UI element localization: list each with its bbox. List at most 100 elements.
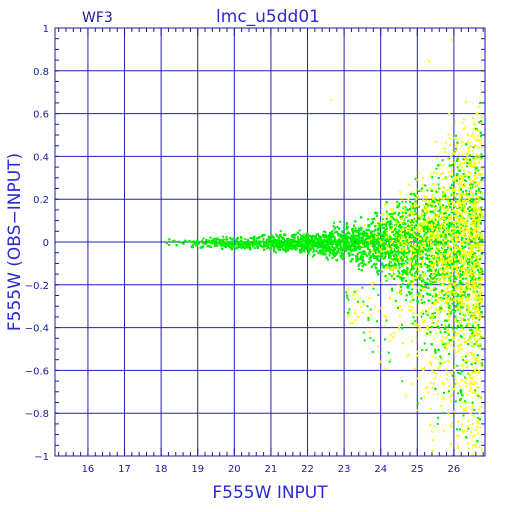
green-point: [345, 222, 348, 224]
green-point: [437, 271, 440, 274]
green-point: [331, 234, 333, 237]
green-point: [291, 236, 294, 239]
green-point: [290, 238, 293, 241]
green-point: [475, 190, 478, 193]
green-point: [275, 233, 278, 236]
green-point: [402, 254, 405, 257]
green-point: [422, 246, 425, 249]
green-point: [322, 247, 325, 250]
green-point: [396, 258, 399, 261]
green-point: [475, 222, 478, 225]
green-point: [341, 234, 344, 237]
green-point: [475, 201, 478, 204]
green-point: [344, 241, 347, 244]
green-point: [445, 198, 448, 201]
green-point: [362, 238, 365, 241]
green-point: [467, 243, 470, 245]
green-point: [376, 255, 379, 258]
green-point: [400, 262, 403, 265]
green-point: [392, 254, 395, 257]
green-point: [249, 241, 252, 244]
green-point: [475, 230, 478, 233]
green-point: [451, 286, 454, 289]
green-point: [193, 242, 196, 245]
green-point: [366, 235, 368, 237]
green-point: [439, 331, 442, 334]
green-point: [426, 265, 429, 268]
green-point: [329, 236, 332, 239]
green-point: [441, 159, 444, 162]
green-point: [422, 279, 425, 282]
green-point: [395, 251, 398, 254]
green-point: [389, 219, 392, 222]
green-point: [191, 241, 194, 243]
green-point: [411, 288, 414, 291]
green-point: [399, 286, 402, 288]
green-point: [417, 276, 420, 279]
green-point: [368, 249, 371, 252]
green-point: [401, 211, 404, 214]
green-point: [192, 240, 195, 243]
green-point: [398, 202, 401, 205]
green-point: [478, 189, 481, 192]
green-point: [373, 247, 375, 250]
green-point: [413, 227, 416, 230]
green-point: [201, 241, 204, 244]
green-point: [356, 256, 359, 259]
green-point: [477, 169, 480, 172]
green-point: [383, 234, 386, 237]
green-point: [312, 250, 315, 253]
green-point: [471, 186, 474, 189]
green-point: [317, 237, 320, 240]
green-point: [458, 233, 461, 235]
green-point: [426, 250, 429, 253]
green-point: [238, 241, 241, 244]
green-point: [401, 252, 404, 255]
green-point: [456, 364, 459, 367]
green-point: [459, 253, 461, 256]
green-point: [471, 229, 474, 232]
green-point: [243, 247, 246, 250]
green-point: [474, 265, 477, 268]
green-point: [373, 233, 376, 236]
green-point: [378, 255, 381, 258]
green-point: [244, 238, 247, 240]
green-point: [385, 234, 388, 236]
green-point: [447, 323, 450, 326]
green-point: [465, 260, 468, 263]
green-point: [341, 251, 343, 254]
green-point: [244, 245, 247, 248]
green-point: [459, 334, 462, 337]
green-point: [339, 220, 342, 223]
green-point: [422, 312, 425, 315]
green-point: [473, 238, 475, 241]
green-point: [477, 156, 480, 159]
green-point: [389, 256, 392, 259]
green-point: [470, 200, 473, 203]
green-point: [384, 251, 387, 254]
green-point: [397, 252, 400, 255]
green-point: [383, 226, 386, 229]
green-point: [473, 408, 476, 411]
green-point: [401, 200, 404, 203]
green-point: [378, 249, 381, 252]
green-point: [426, 332, 428, 335]
green-point: [235, 247, 237, 250]
green-point: [316, 247, 319, 249]
green-point: [286, 239, 289, 242]
green-point: [398, 251, 401, 253]
green-point: [311, 246, 314, 249]
green-point: [465, 324, 468, 327]
green-point: [326, 258, 329, 261]
green-point: [435, 167, 438, 170]
green-point: [334, 226, 337, 229]
green-point: [333, 221, 335, 224]
green-point: [339, 234, 342, 236]
green-point: [413, 210, 416, 213]
green-point: [389, 227, 392, 230]
green-point: [429, 230, 432, 233]
green-point: [278, 240, 281, 242]
green-point: [421, 271, 424, 274]
green-point: [315, 233, 318, 236]
